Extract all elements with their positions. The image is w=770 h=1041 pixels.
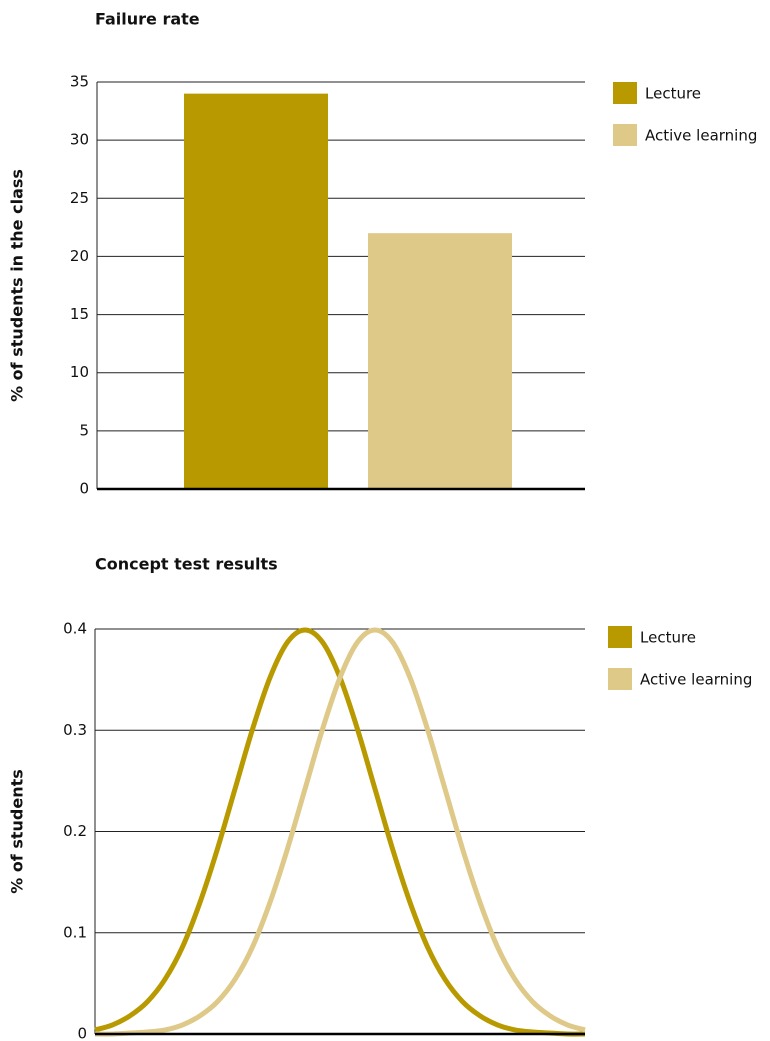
legend-swatch xyxy=(613,124,637,146)
y-tick-label: 25 xyxy=(70,189,89,207)
y-tick-label: 35 xyxy=(70,73,89,91)
bar xyxy=(368,233,512,489)
y-tick-label: 10 xyxy=(70,363,89,381)
legend-swatch xyxy=(613,82,637,104)
legend-label: Lecture xyxy=(645,85,701,103)
line xyxy=(94,627,586,1037)
chart-title: Concept test results xyxy=(95,555,278,574)
y-tick-label: 0 xyxy=(79,480,89,498)
y-tick-label: 0.3 xyxy=(63,721,87,739)
bar xyxy=(184,93,328,489)
y-tick-label: 30 xyxy=(70,131,89,149)
legend-swatch xyxy=(608,668,632,690)
y-axis-label: % of students xyxy=(8,769,27,894)
y-tick-label: 5 xyxy=(79,421,89,439)
y-tick-label: 15 xyxy=(70,305,89,323)
legend-label: Active learning xyxy=(645,127,757,145)
y-tick-label: 0 xyxy=(77,1025,87,1041)
legend-swatch xyxy=(608,626,632,648)
chart-title: Failure rate xyxy=(95,10,200,29)
legend-label: Active learning xyxy=(640,671,752,689)
y-tick-label: 20 xyxy=(70,247,89,265)
y-tick-label: 0.4 xyxy=(63,620,87,638)
y-tick-label: 0.2 xyxy=(63,822,87,840)
y-axis-label: % of students in the class xyxy=(8,169,27,402)
y-tick-label: 0.1 xyxy=(63,923,87,941)
legend-label: Lecture xyxy=(640,629,696,647)
